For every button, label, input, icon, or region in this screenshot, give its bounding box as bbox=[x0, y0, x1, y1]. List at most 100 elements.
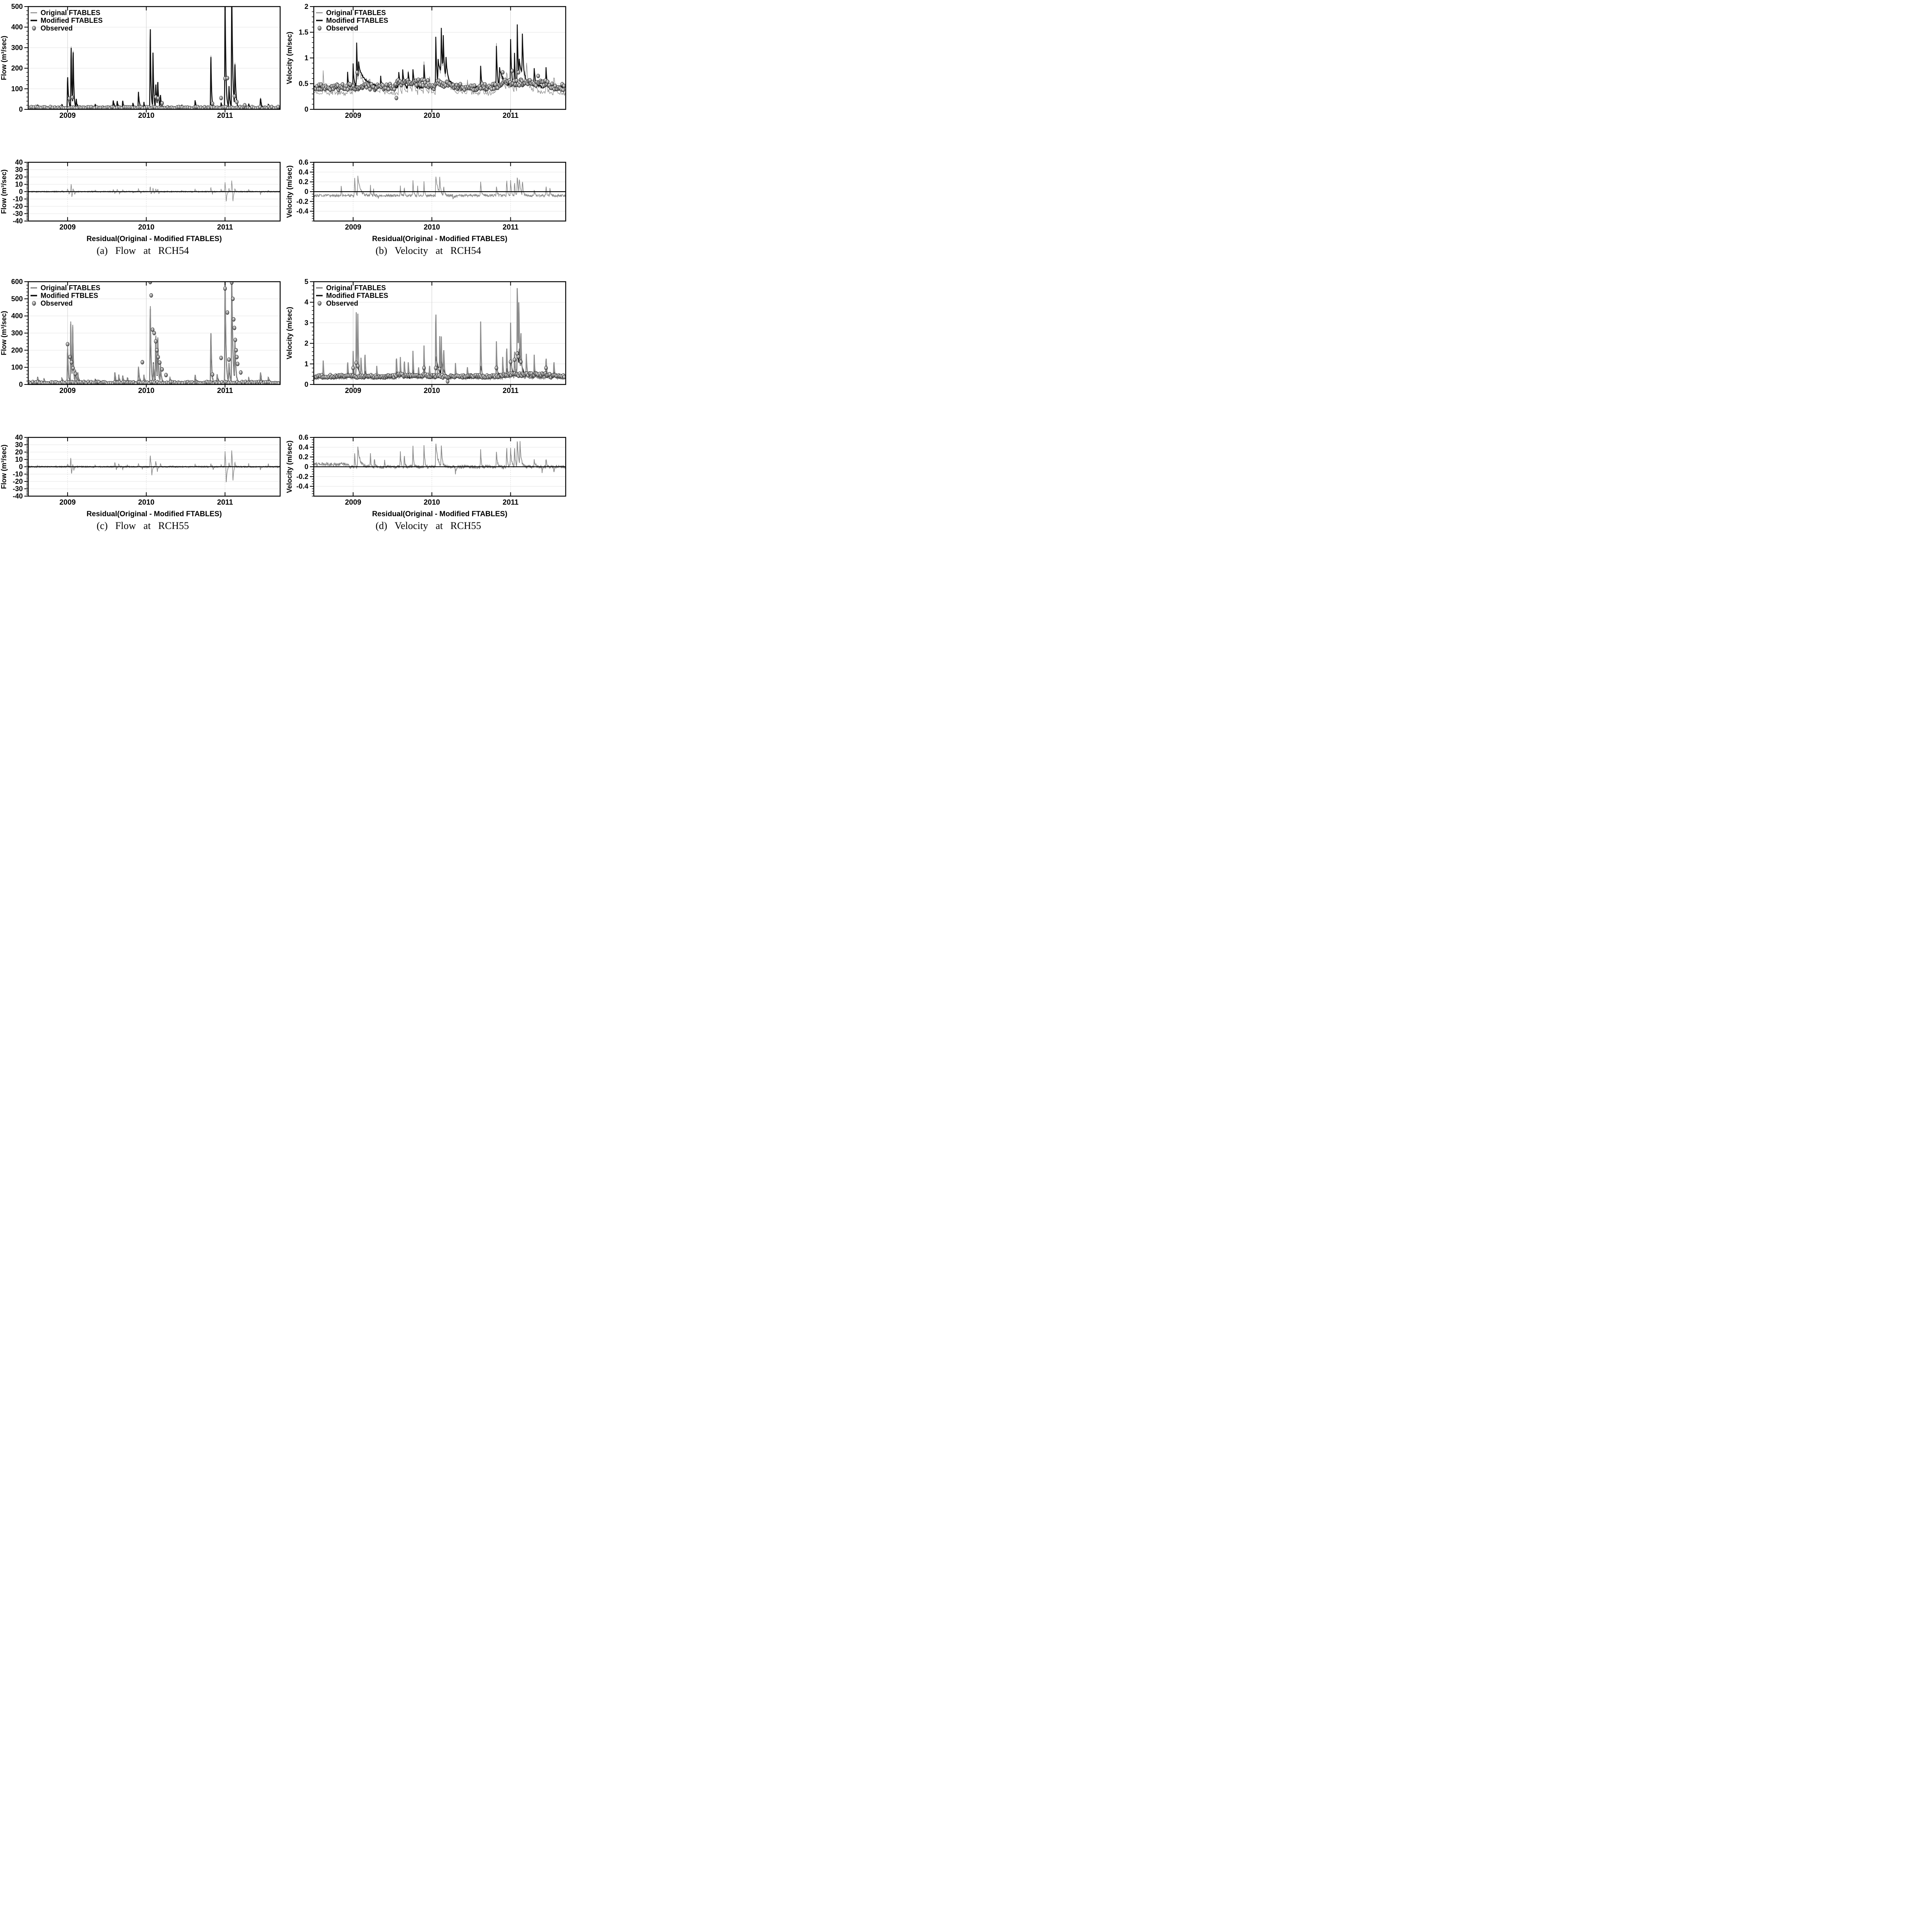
series-residual-line bbox=[314, 175, 566, 200]
gridlines bbox=[28, 162, 280, 221]
series-original-line bbox=[314, 288, 566, 381]
svg-text:200: 200 bbox=[11, 346, 23, 354]
svg-text:1: 1 bbox=[304, 54, 308, 62]
svg-text:-10: -10 bbox=[13, 195, 23, 203]
svg-text:-40: -40 bbox=[13, 217, 23, 225]
y-axis-label: Velocity (m/sec) bbox=[286, 165, 293, 218]
svg-text:100: 100 bbox=[11, 85, 23, 93]
svg-text:0.4: 0.4 bbox=[299, 443, 308, 451]
svg-text:4: 4 bbox=[304, 298, 308, 306]
svg-text:-10: -10 bbox=[13, 470, 23, 478]
svg-text:2011: 2011 bbox=[217, 498, 233, 507]
legend-label: Modified FTABLES bbox=[41, 17, 103, 24]
y-axis-label: Velocity (m/sec) bbox=[286, 440, 293, 493]
svg-text:-40: -40 bbox=[13, 492, 23, 500]
x-axis-label: Residual(Original - Modified FTABLES) bbox=[87, 510, 222, 518]
legend-label: Original FTABLES bbox=[41, 9, 100, 17]
legend-observed-marker bbox=[318, 301, 321, 306]
svg-text:0.5: 0.5 bbox=[299, 80, 308, 88]
svg-text:600: 600 bbox=[11, 278, 23, 286]
svg-text:2011: 2011 bbox=[503, 387, 519, 395]
svg-text:30: 30 bbox=[15, 441, 23, 449]
series-observed-markers bbox=[314, 68, 566, 100]
legend-label: Observed bbox=[41, 24, 73, 32]
legend-observed-marker bbox=[318, 26, 321, 31]
y-axis-label: Flow (m³/sec) bbox=[0, 36, 8, 80]
x-axis: 2009 2010 2011 bbox=[345, 162, 519, 231]
svg-text:30: 30 bbox=[15, 166, 23, 173]
svg-text:400: 400 bbox=[11, 23, 23, 31]
y-axis-label: Flow (m³/sec) bbox=[0, 311, 8, 355]
svg-text:2009: 2009 bbox=[60, 112, 76, 120]
x-axis: 2009 2010 2011 bbox=[60, 162, 233, 231]
legend-observed-marker bbox=[32, 26, 36, 31]
svg-text:2010: 2010 bbox=[423, 112, 440, 120]
svg-text:2011: 2011 bbox=[217, 112, 233, 120]
svg-text:200: 200 bbox=[11, 65, 23, 72]
svg-text:2009: 2009 bbox=[345, 112, 361, 120]
legend-label: Original FTABLES bbox=[326, 9, 386, 17]
velocity-rch54-residual-chart: -0.4 -0.20 0.2 0.4 0.6 2009 2010 2011 Velocity (… bbox=[286, 158, 566, 243]
svg-text:-30: -30 bbox=[13, 210, 23, 218]
svg-text:100: 100 bbox=[11, 364, 23, 371]
svg-text:20: 20 bbox=[15, 448, 23, 456]
svg-text:-0.4: -0.4 bbox=[296, 207, 308, 215]
series-area bbox=[314, 175, 566, 200]
series-observed-markers bbox=[314, 351, 566, 384]
gridlines bbox=[28, 7, 280, 109]
svg-text:-20: -20 bbox=[13, 478, 23, 485]
x-axis: 2009 2010 2011 bbox=[60, 282, 233, 395]
svg-text:0.6: 0.6 bbox=[299, 434, 308, 441]
svg-text:0: 0 bbox=[19, 463, 23, 471]
legend-label: Observed bbox=[41, 299, 73, 307]
svg-text:0.4: 0.4 bbox=[299, 168, 308, 176]
svg-text:2010: 2010 bbox=[423, 498, 440, 507]
svg-text:-0.4: -0.4 bbox=[296, 483, 308, 490]
svg-text:2011: 2011 bbox=[503, 223, 519, 231]
x-axis-label: Residual(Original - Modified FTABLES) bbox=[372, 235, 507, 243]
legend-label: Observed bbox=[326, 299, 358, 307]
svg-text:10: 10 bbox=[15, 456, 23, 463]
caption-a: (a) Flow at RCH54 bbox=[96, 245, 189, 256]
caption-c: (c) Flow at RCH55 bbox=[96, 520, 189, 531]
svg-text:2011: 2011 bbox=[503, 112, 519, 120]
svg-text:2009: 2009 bbox=[60, 223, 76, 231]
svg-text:2009: 2009 bbox=[60, 387, 76, 395]
y-axis: 0 0.5 1 1.5 2 bbox=[299, 3, 314, 113]
panel-flow-rch55: 0 100 200 300 400 500 600 2009 2010 2011 Flow (m³/… bbox=[0, 275, 286, 546]
svg-text:500: 500 bbox=[11, 295, 23, 303]
plot-frame bbox=[27, 6, 281, 110]
svg-text:-20: -20 bbox=[13, 202, 23, 210]
svg-text:20: 20 bbox=[15, 173, 23, 181]
legend-label: Modified FTBLES bbox=[41, 292, 98, 299]
caption-b: (b) Velocity at RCH54 bbox=[375, 245, 481, 256]
x-axis: 2009 2010 2011 bbox=[60, 437, 233, 507]
panel-velocity-rch55: 0 1 2 3 4 5 2009 2010 2011 Velocity (m/sec) Origin… bbox=[286, 275, 571, 546]
svg-text:40: 40 bbox=[15, 158, 23, 166]
velocity-rch54-main-chart: 0 0.5 1 1.5 2 2009 2010 2011 Velocity (m/sec) Ori… bbox=[286, 3, 566, 120]
svg-text:2010: 2010 bbox=[138, 112, 154, 120]
svg-text:1.5: 1.5 bbox=[299, 29, 308, 36]
svg-text:5: 5 bbox=[304, 278, 308, 286]
svg-text:0: 0 bbox=[304, 105, 308, 113]
gridlines bbox=[28, 437, 280, 496]
plot-frame bbox=[313, 281, 566, 385]
y-axis: -0.4 -0.20 0.2 0.4 0.6 bbox=[296, 158, 314, 221]
panel-flow-rch54: 0 100 200 300 400 500 2009 2010 2011 Flow (m³/sec… bbox=[0, 0, 286, 270]
x-axis-label: Residual(Original - Modified FTABLES) bbox=[372, 510, 507, 518]
legend-label: Modified FTABLES bbox=[326, 17, 388, 24]
series-area bbox=[314, 441, 566, 474]
svg-text:2010: 2010 bbox=[423, 387, 440, 395]
velocity-rch55-main-chart: 0 1 2 3 4 5 2009 2010 2011 Velocity (m/sec) Origin… bbox=[286, 278, 566, 395]
velocity-rch55-residual-chart: -0.4 -0.2 0 0.2 0.4 0.6 2009 2010 2011 Velocity (… bbox=[286, 434, 566, 518]
series-observed-markers bbox=[28, 282, 280, 384]
svg-text:-30: -30 bbox=[13, 485, 23, 493]
svg-text:300: 300 bbox=[11, 44, 23, 51]
flow-rch54-main-chart: 0 100 200 300 400 500 2009 2010 2011 Flow (m³/sec… bbox=[0, 3, 281, 120]
svg-text:0.2: 0.2 bbox=[299, 178, 308, 186]
series-observed-markers bbox=[28, 76, 280, 109]
svg-text:2009: 2009 bbox=[345, 387, 361, 395]
